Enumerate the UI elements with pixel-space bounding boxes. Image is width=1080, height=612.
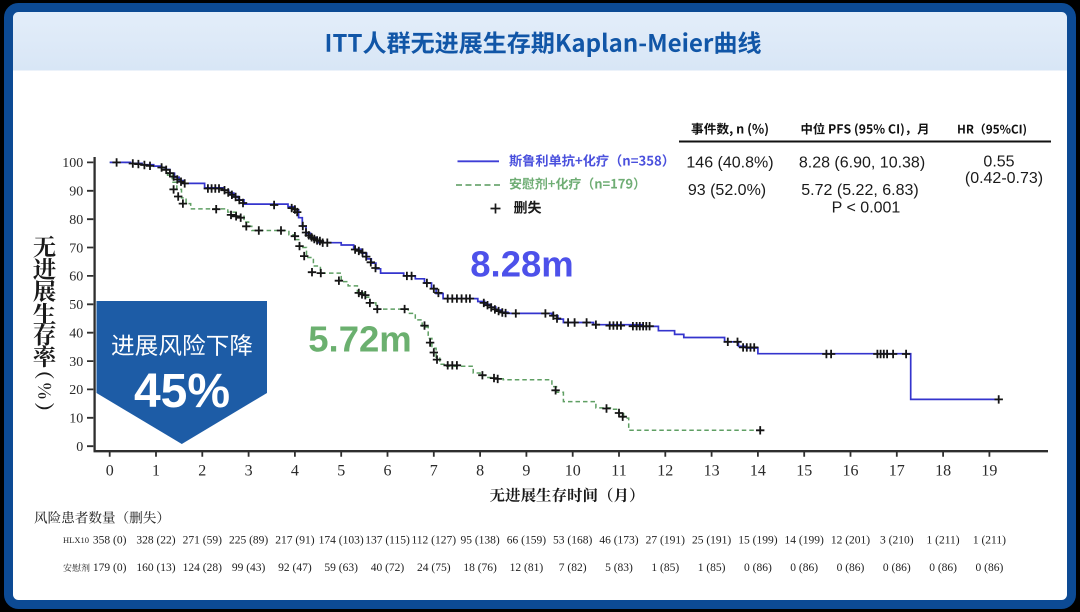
svg-text:12: 12 (657, 462, 673, 479)
svg-text:100: 100 (62, 156, 83, 171)
svg-text:50: 50 (69, 298, 83, 313)
svg-text:7 (82): 7 (82) (559, 562, 587, 574)
svg-text:1 (211): 1 (211) (927, 535, 960, 547)
svg-text:99 (43): 99 (43) (232, 562, 266, 574)
svg-text:6: 6 (384, 462, 392, 479)
svg-text:112 (127): 112 (127) (411, 535, 456, 547)
svg-text:30: 30 (69, 355, 83, 370)
svg-text:19: 19 (981, 462, 997, 479)
svg-text:40 (72): 40 (72) (371, 562, 405, 574)
svg-text:53 (168): 53 (168) (553, 535, 592, 547)
svg-text:14 (199): 14 (199) (785, 535, 824, 547)
svg-text:24 (75): 24 (75) (417, 562, 451, 574)
svg-text:0.55: 0.55 (983, 154, 1014, 171)
svg-text:80: 80 (69, 213, 83, 228)
svg-text:12 (81): 12 (81) (510, 562, 544, 574)
svg-text:225 (89): 225 (89) (229, 535, 268, 547)
svg-text:3 (210): 3 (210) (880, 535, 914, 547)
svg-text:16: 16 (843, 462, 859, 479)
svg-text:5.72m: 5.72m (308, 319, 412, 360)
svg-text:11: 11 (611, 462, 626, 479)
svg-text:25 (191): 25 (191) (692, 535, 731, 547)
svg-text:328 (22): 328 (22) (136, 535, 175, 547)
svg-text:95 (138): 95 (138) (460, 535, 499, 547)
svg-text:12 (201): 12 (201) (831, 535, 870, 547)
svg-text:92 (47): 92 (47) (278, 562, 312, 574)
svg-text:1: 1 (152, 462, 160, 479)
svg-text:271 (59): 271 (59) (183, 535, 222, 547)
svg-text:18: 18 (935, 462, 951, 479)
svg-text:27 (191): 27 (191) (646, 535, 685, 547)
svg-text:4: 4 (291, 462, 299, 479)
svg-text:8.28m: 8.28m (470, 244, 574, 285)
svg-text:P < 0.001: P < 0.001 (832, 200, 901, 217)
svg-text:0: 0 (106, 462, 114, 479)
svg-text:1 (85): 1 (85) (698, 562, 726, 574)
svg-text:13: 13 (704, 462, 720, 479)
svg-text:7: 7 (430, 462, 438, 479)
svg-text:358 (0): 358 (0) (93, 535, 127, 547)
svg-text:10: 10 (565, 462, 581, 479)
svg-text:0 (86): 0 (86) (929, 562, 957, 574)
svg-text:5.72 (5.22, 6.83): 5.72 (5.22, 6.83) (801, 182, 918, 199)
svg-text:90: 90 (69, 185, 83, 200)
svg-text:10: 10 (69, 412, 83, 427)
svg-text:8.28 (6.90, 10.38): 8.28 (6.90, 10.38) (799, 155, 925, 172)
svg-text:18 (76): 18 (76) (463, 562, 497, 574)
svg-text:0 (86): 0 (86) (837, 562, 865, 574)
svg-text:66 (159): 66 (159) (507, 535, 546, 547)
svg-text:2: 2 (198, 462, 206, 479)
svg-text:1 (85): 1 (85) (651, 562, 679, 574)
svg-text:137 (115): 137 (115) (365, 535, 410, 547)
svg-text:146 (40.8%): 146 (40.8%) (686, 155, 773, 172)
svg-text:217 (91): 217 (91) (275, 535, 314, 547)
svg-text:60: 60 (69, 270, 83, 285)
svg-text:46 (173): 46 (173) (599, 535, 638, 547)
svg-text:20: 20 (69, 383, 83, 398)
svg-text:15: 15 (796, 462, 812, 479)
svg-text:3: 3 (245, 462, 253, 479)
svg-text:0 (86): 0 (86) (790, 562, 818, 574)
svg-text:0 (86): 0 (86) (744, 562, 772, 574)
svg-text:15 (199): 15 (199) (738, 535, 777, 547)
svg-text:70: 70 (69, 241, 83, 256)
svg-text:17: 17 (889, 462, 905, 479)
svg-text:179 (0): 179 (0) (93, 562, 127, 574)
svg-text:5: 5 (337, 462, 345, 479)
svg-text:9: 9 (522, 462, 530, 479)
svg-text:40: 40 (69, 327, 83, 342)
svg-text:45%: 45% (134, 365, 230, 418)
svg-text:59 (63): 59 (63) (324, 562, 358, 574)
svg-text:0 (86): 0 (86) (976, 562, 1004, 574)
svg-text:93 (52.0%): 93 (52.0%) (688, 182, 766, 199)
svg-text:0 (86): 0 (86) (883, 562, 911, 574)
svg-text:HLX10: HLX10 (63, 535, 89, 545)
svg-text:8: 8 (476, 462, 484, 479)
svg-text:14: 14 (750, 462, 766, 479)
svg-text:160 (13): 160 (13) (136, 562, 175, 574)
svg-text:5 (83): 5 (83) (605, 562, 633, 574)
svg-text:0: 0 (76, 440, 83, 455)
svg-text:124 (28): 124 (28) (183, 562, 222, 574)
svg-text:1 (211): 1 (211) (973, 535, 1006, 547)
svg-text:(0.42-0.73): (0.42-0.73) (965, 170, 1043, 187)
svg-text:174 (103): 174 (103) (319, 535, 364, 547)
